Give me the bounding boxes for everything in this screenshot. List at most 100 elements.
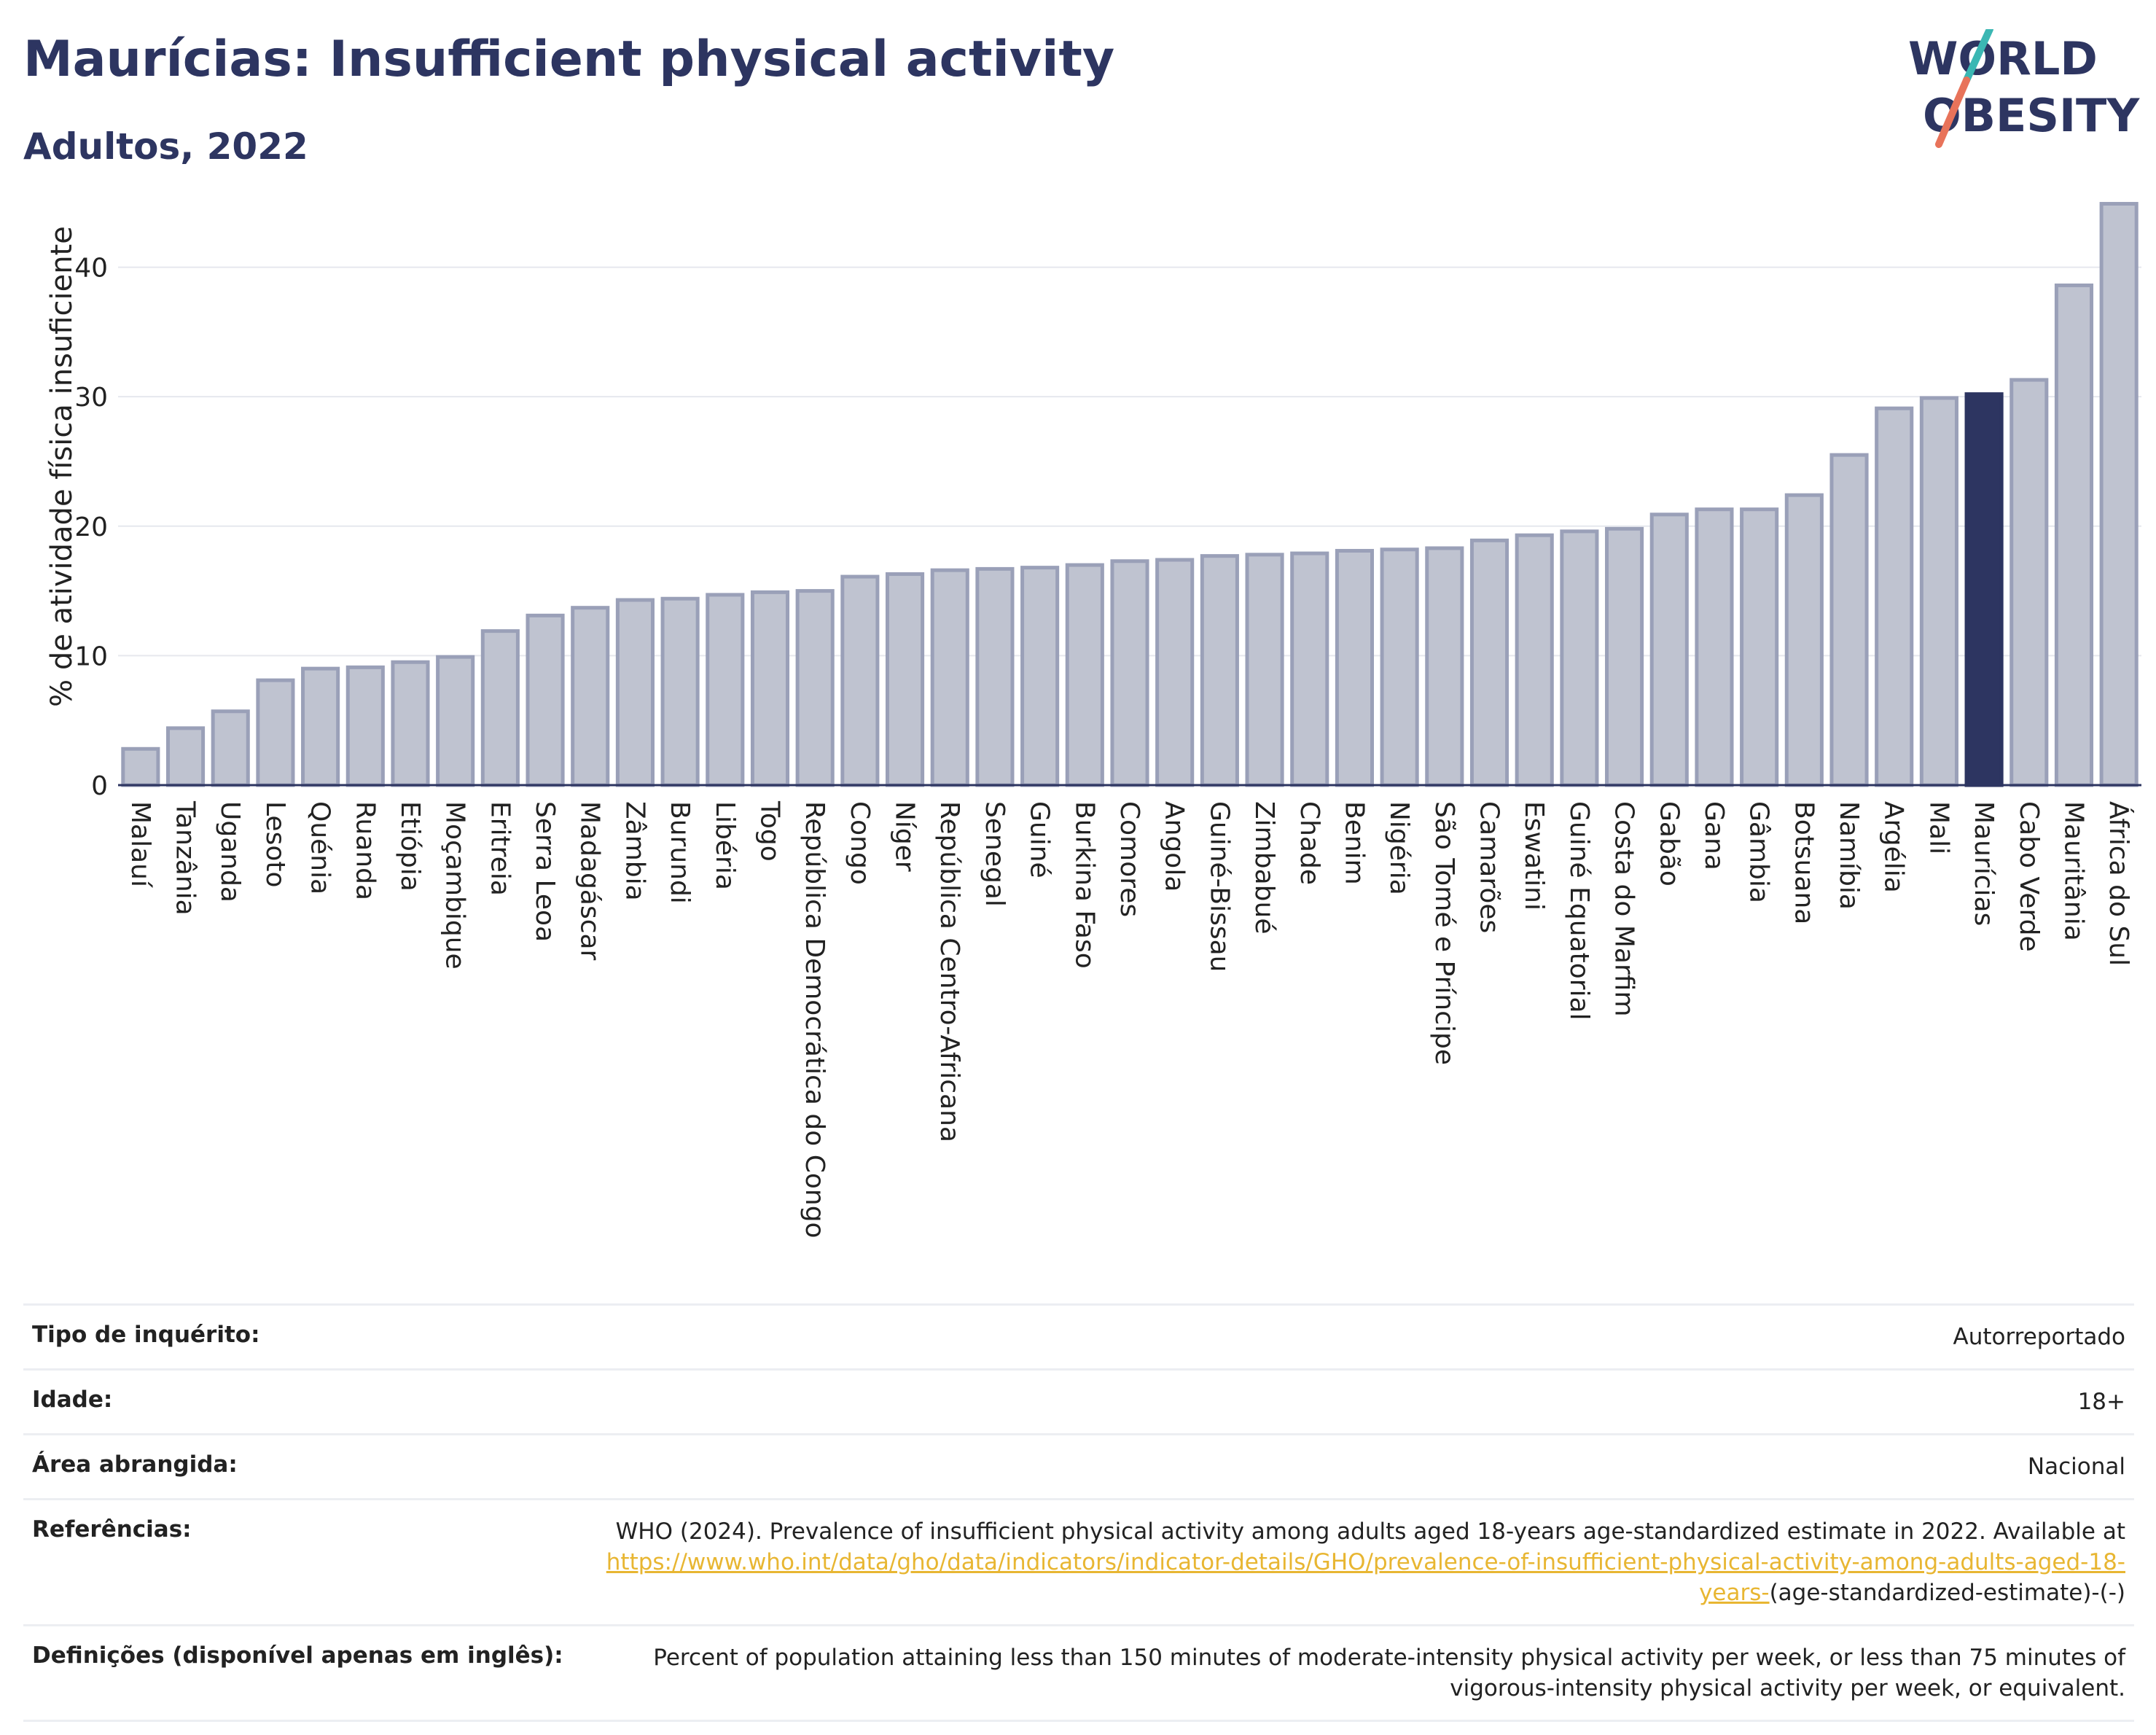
info-table: Tipo de inquérito: Autorreportado Idade: 18… [23, 1303, 2134, 1722]
bar-camarões [1469, 538, 1509, 787]
bar-comores [1110, 559, 1149, 787]
x-tick-label: Etiópia [395, 801, 425, 892]
x-tick-label: Cabo Verde [2014, 801, 2044, 952]
bar-são-tomé-e-príncipe [1425, 546, 1464, 787]
x-tick-label: Maurícias [1969, 801, 1999, 926]
x-tick-label: Namíbia [1834, 801, 1864, 910]
bar-república-centro-africana [930, 568, 969, 787]
bar-togo [750, 590, 790, 787]
chart-title: Maurícias: Insufficient physical activit… [23, 31, 1115, 88]
info-row: Idade: 18+ [23, 1368, 2134, 1435]
bar-ruanda [345, 665, 385, 787]
bar-madagáscar [571, 606, 610, 787]
y-tick-label: 30 [74, 383, 108, 413]
x-tick-label: Níger [890, 801, 920, 872]
bar-botsuana [1784, 493, 1824, 787]
info-row: Referências: WHO (2024). Prevalence of in… [23, 1498, 2134, 1626]
bar-república-democrática-do-congo [795, 589, 835, 787]
bar-chade [1290, 551, 1329, 787]
x-tick-label: Congo [845, 801, 875, 885]
bar-maurícias [1964, 392, 2004, 787]
bar-gabão [1649, 512, 1689, 787]
bar-moçambique [436, 655, 475, 787]
x-tick-label: Tanzânia [171, 800, 200, 916]
bar-etiópia [391, 660, 430, 787]
bar-argélia [1875, 406, 1914, 787]
info-label: Área abrangida: [23, 1433, 572, 1500]
x-tick-label: Angola [1160, 801, 1190, 892]
bar-uganda [211, 709, 250, 787]
x-tick-label: Benim [1339, 801, 1369, 885]
x-tick-label: Senegal [980, 801, 1009, 907]
x-tick-label: República Centro-Africana [934, 801, 964, 1142]
info-value: 18+ [571, 1368, 2134, 1435]
info-label: Definições (disponível apenas em inglês)… [23, 1624, 572, 1722]
x-tick-label: Madagáscar [575, 801, 605, 961]
x-tick-label: Guiné Equatorial [1564, 801, 1594, 1021]
bar-eswatini [1515, 533, 1554, 787]
x-tick-label: Costa do Marfim [1609, 801, 1639, 1017]
info-row: Tipo de inquérito: Autorreportado [23, 1303, 2134, 1370]
info-value: Nacional [571, 1433, 2134, 1500]
bar-serra-leoa [526, 613, 565, 787]
x-tick-label: Gana [1699, 801, 1729, 870]
x-tick-label: Camarões [1475, 801, 1504, 933]
x-tick-label: Chade [1294, 801, 1324, 885]
x-tick-label: Gabão [1654, 801, 1684, 886]
info-value-text: Autorreportado [1953, 1324, 2126, 1350]
bar-benim [1335, 549, 1375, 787]
chart-area: 0 10 20 30 40 Malauí Tanzânia Uganda Lesoto Quéni… [0, 190, 2156, 1298]
info-label: Tipo de inquérito: [23, 1303, 572, 1370]
bar-mauritânia [2054, 283, 2094, 787]
bar-zâmbia [615, 598, 655, 787]
bar-chart: 0 10 20 30 40 Malauí Tanzânia Uganda Lesoto Quéni… [74, 202, 2141, 1239]
bar-quénia [301, 666, 340, 787]
x-tick-label: Serra Leoa [530, 801, 560, 942]
bar-níger [885, 572, 925, 787]
info-value: Percent of population attaining less tha… [571, 1624, 2134, 1722]
y-axis-label: % de atividade física insuficiente [45, 226, 79, 707]
x-tick-label: Uganda [215, 801, 245, 902]
info-value: WHO (2024). Prevalence of insufficient p… [571, 1498, 2134, 1626]
bar-senegal [975, 566, 1015, 787]
info-value-text: 18+ [2077, 1389, 2125, 1415]
bar-guiné [1020, 566, 1060, 787]
bar-guiné-equatorial [1560, 529, 1599, 787]
y-tick-label: 40 [74, 254, 108, 284]
reference-link[interactable]: https://www.who.int/data/gho/data/indica… [606, 1549, 2125, 1606]
bar-gana [1695, 507, 1734, 787]
x-tick-label: África do Sul [2104, 801, 2134, 966]
bar-zimbabué [1245, 553, 1284, 787]
x-tick-label: Eswatini [1519, 801, 1549, 911]
logo-slash-teal [1963, 29, 1993, 84]
info-value-text: Percent of population attaining less tha… [653, 1645, 2125, 1701]
y-tick-label: 10 [74, 642, 108, 671]
bar-mali [1919, 396, 1958, 787]
x-tick-label: Mauritânia [2058, 801, 2088, 941]
x-tick-label: Burkina Faso [1069, 801, 1099, 969]
y-tick-label: 20 [74, 512, 108, 542]
x-tick-label: Eritreia [485, 801, 515, 896]
bar-eritreia [480, 629, 520, 787]
x-tick-label: Nigéria [1384, 801, 1414, 895]
chart-subtitle: Adultos, 2022 [23, 125, 308, 168]
bar-tanzânia [165, 726, 206, 787]
x-tick-label: Argélia [1879, 801, 1909, 893]
bar-malauí [121, 746, 160, 787]
reference-tail: (age-standardized-estimate)-(-) [1769, 1580, 2125, 1606]
x-tick-label: Togo [754, 800, 784, 862]
x-tick-label: Comores [1114, 801, 1144, 917]
info-value-text: Nacional [2027, 1454, 2125, 1480]
bar-áfrica-do-sul [2099, 202, 2139, 787]
bar-costa-do-marfim [1605, 526, 1644, 787]
x-tick-label: Botsuana [1789, 801, 1819, 924]
x-tick-label: Zimbabué [1249, 801, 1279, 934]
logo-word-world: WORLD [1908, 32, 2098, 85]
x-tick-label: Gâmbia [1744, 801, 1774, 903]
info-label: Referências: [23, 1498, 572, 1626]
info-value: Autorreportado [571, 1303, 2134, 1370]
bar-burkina-faso [1065, 563, 1104, 787]
bar-lesoto [256, 678, 295, 787]
x-tick-label: Lesoto [260, 801, 290, 888]
x-tick-label: Burundi [665, 801, 695, 904]
